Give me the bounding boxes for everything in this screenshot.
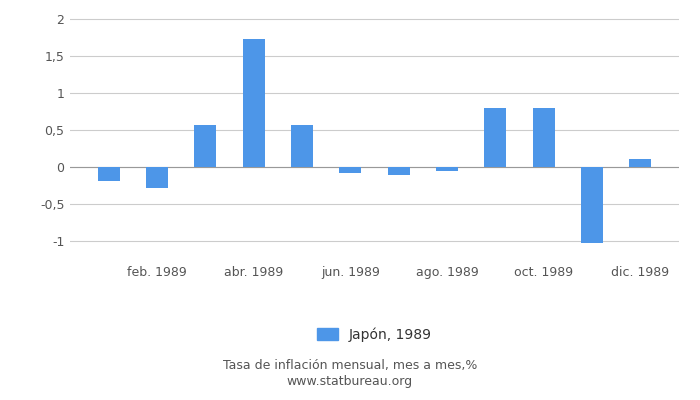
Bar: [98, 168, 120, 181]
Bar: [243, 39, 265, 168]
Bar: [195, 124, 216, 168]
Bar: [388, 168, 409, 175]
Bar: [340, 168, 361, 173]
Text: Tasa de inflación mensual, mes a mes,%: Tasa de inflación mensual, mes a mes,%: [223, 360, 477, 372]
Bar: [291, 125, 313, 168]
Bar: [629, 158, 651, 168]
Legend: Japón, 1989: Japón, 1989: [312, 322, 438, 347]
Text: www.statbureau.org: www.statbureau.org: [287, 376, 413, 388]
Bar: [533, 108, 554, 168]
Bar: [581, 168, 603, 243]
Bar: [146, 168, 168, 188]
Bar: [436, 168, 458, 171]
Bar: [484, 108, 506, 168]
